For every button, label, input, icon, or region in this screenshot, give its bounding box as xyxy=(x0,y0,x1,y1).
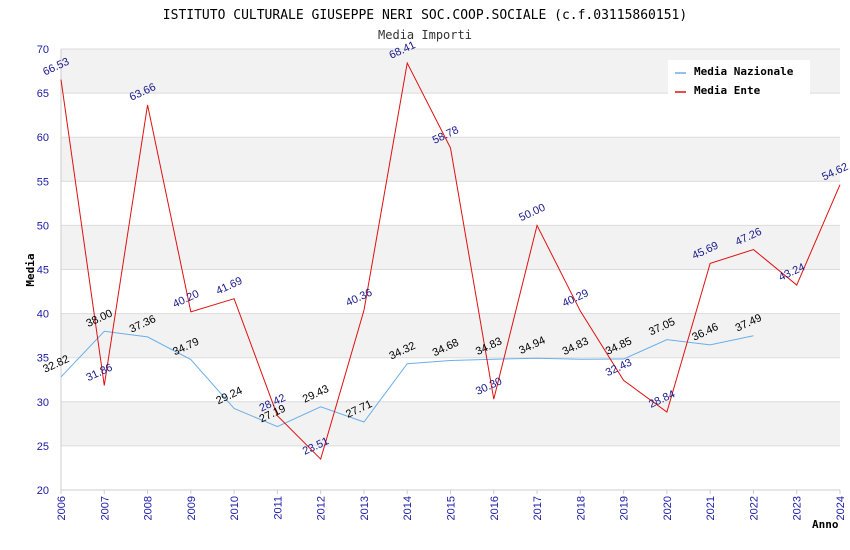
chart-subtitle: Media Importi xyxy=(378,28,472,42)
y-tick-label: 25 xyxy=(37,441,49,453)
axes xyxy=(60,49,841,494)
grid-band xyxy=(61,445,840,490)
x-tick-label: 2017 xyxy=(532,496,544,520)
x-tick-labels: 2006 2007 2008 2009 2010 2011 2012 2013 2014 2015… xyxy=(56,496,847,520)
y-tick-labels: 20 25 30 35 40 45 50 55 60 65 70 xyxy=(37,44,49,497)
x-axis-label: Anno xyxy=(812,518,839,531)
grid-band xyxy=(61,357,840,402)
legend: Media Nazionale Media Ente xyxy=(668,60,810,100)
y-tick-label: 20 xyxy=(37,485,49,497)
x-tick-label: 2014 xyxy=(402,496,414,520)
x-tick-label: 2010 xyxy=(229,496,241,520)
y-tick-label: 65 xyxy=(37,88,49,100)
chart-title: ISTITUTO CULTURALE GIUSEPPE NERI SOC.COO… xyxy=(163,8,687,23)
x-tick-label: 2008 xyxy=(143,496,155,520)
x-tick-label: 2011 xyxy=(272,496,284,520)
grid-band xyxy=(61,313,840,358)
grid-band xyxy=(61,181,840,226)
x-tick-label: 2020 xyxy=(662,496,674,520)
x-tick-label: 2012 xyxy=(316,496,328,520)
x-tick-label: 2016 xyxy=(489,496,501,520)
y-tick-label: 45 xyxy=(37,265,49,277)
series-line-media-nazionale xyxy=(60,330,754,428)
y-tick-label: 35 xyxy=(37,353,49,365)
x-tick-label: 2019 xyxy=(619,496,631,520)
y-tick-label: 50 xyxy=(37,220,49,232)
x-tick-label: 2022 xyxy=(748,496,760,520)
y-axis-label: Media xyxy=(24,253,37,286)
x-tick-label: 2007 xyxy=(99,496,111,520)
series-line-media-ente xyxy=(60,61,841,460)
x-tick-label: 2021 xyxy=(705,496,717,520)
grid-bands xyxy=(61,49,840,490)
legend-label-media-nazionale: Media Nazionale xyxy=(694,65,794,78)
y-tick-label: 60 xyxy=(37,132,49,144)
legend-box xyxy=(668,60,810,100)
y-tick-label: 70 xyxy=(37,44,49,56)
legend-label-media-ente: Media Ente xyxy=(694,84,761,97)
x-tick-label: 2024 xyxy=(835,496,847,520)
x-tick-label: 2013 xyxy=(359,496,371,520)
grid-band xyxy=(61,137,840,182)
y-tick-label: 30 xyxy=(37,397,49,409)
grid-band xyxy=(61,225,840,270)
grid-band xyxy=(61,401,840,446)
x-tick-label: 2018 xyxy=(575,496,587,520)
x-tick-label: 2006 xyxy=(56,496,68,520)
series-lines xyxy=(60,61,841,460)
x-tick-label: 2015 xyxy=(446,496,458,520)
x-tick-label: 2023 xyxy=(792,496,804,520)
x-tick-label: 2009 xyxy=(186,496,198,520)
grid-band xyxy=(61,93,840,138)
grid-band xyxy=(61,269,840,314)
y-tick-label: 55 xyxy=(37,176,49,188)
y-tick-label: 40 xyxy=(37,309,49,321)
